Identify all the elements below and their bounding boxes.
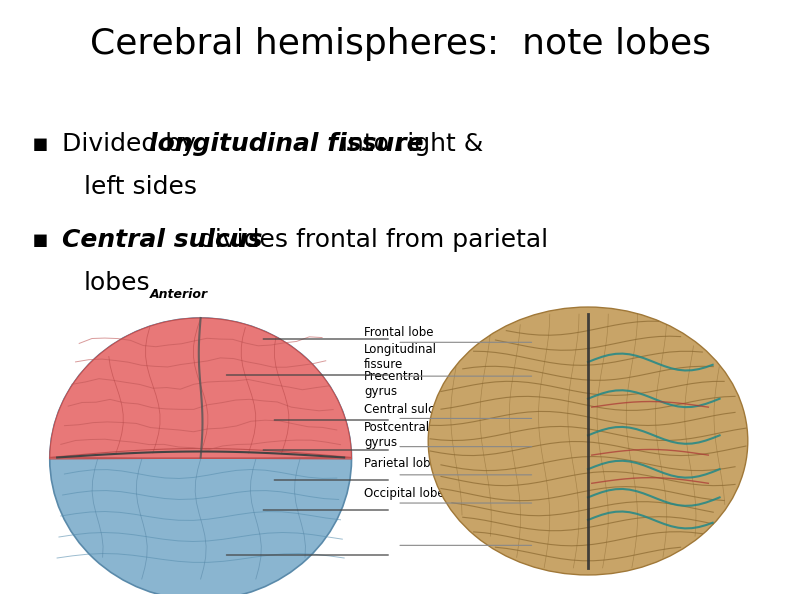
Text: Divided by: Divided by <box>62 132 204 156</box>
Text: Central sulcus: Central sulcus <box>62 228 263 252</box>
Ellipse shape <box>428 307 748 575</box>
Text: longitudinal fissure: longitudinal fissure <box>149 132 423 156</box>
Text: Occipital lobe: Occipital lobe <box>364 487 445 500</box>
Text: Central sulcus: Central sulcus <box>364 403 448 416</box>
Text: Frontal lobe: Frontal lobe <box>364 326 434 340</box>
Text: Cerebral hemispheres:  note lobes: Cerebral hemispheres: note lobes <box>90 27 710 61</box>
Text: ▪: ▪ <box>32 228 49 252</box>
Text: Parietal lobe: Parietal lobe <box>364 457 438 470</box>
Text: Precentral
gyrus: Precentral gyrus <box>364 370 424 398</box>
Text: ▪: ▪ <box>32 132 49 156</box>
Text: left sides: left sides <box>84 175 197 199</box>
Ellipse shape <box>50 318 351 600</box>
Text: divides frontal from parietal: divides frontal from parietal <box>191 228 548 252</box>
Text: Anterior: Anterior <box>150 289 208 301</box>
Text: into right &: into right & <box>333 132 483 156</box>
Text: Longitudinal
fissure: Longitudinal fissure <box>364 343 437 371</box>
Text: Postcentral
gyrus: Postcentral gyrus <box>364 421 430 449</box>
Text: lobes: lobes <box>84 271 150 295</box>
Polygon shape <box>50 318 351 459</box>
